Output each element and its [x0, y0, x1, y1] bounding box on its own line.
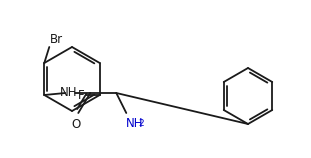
Text: NH: NH: [59, 86, 77, 100]
Text: NH: NH: [126, 117, 144, 130]
Text: 2: 2: [139, 119, 144, 128]
Text: Br: Br: [50, 33, 63, 46]
Text: F: F: [78, 88, 85, 101]
Text: O: O: [72, 118, 81, 131]
